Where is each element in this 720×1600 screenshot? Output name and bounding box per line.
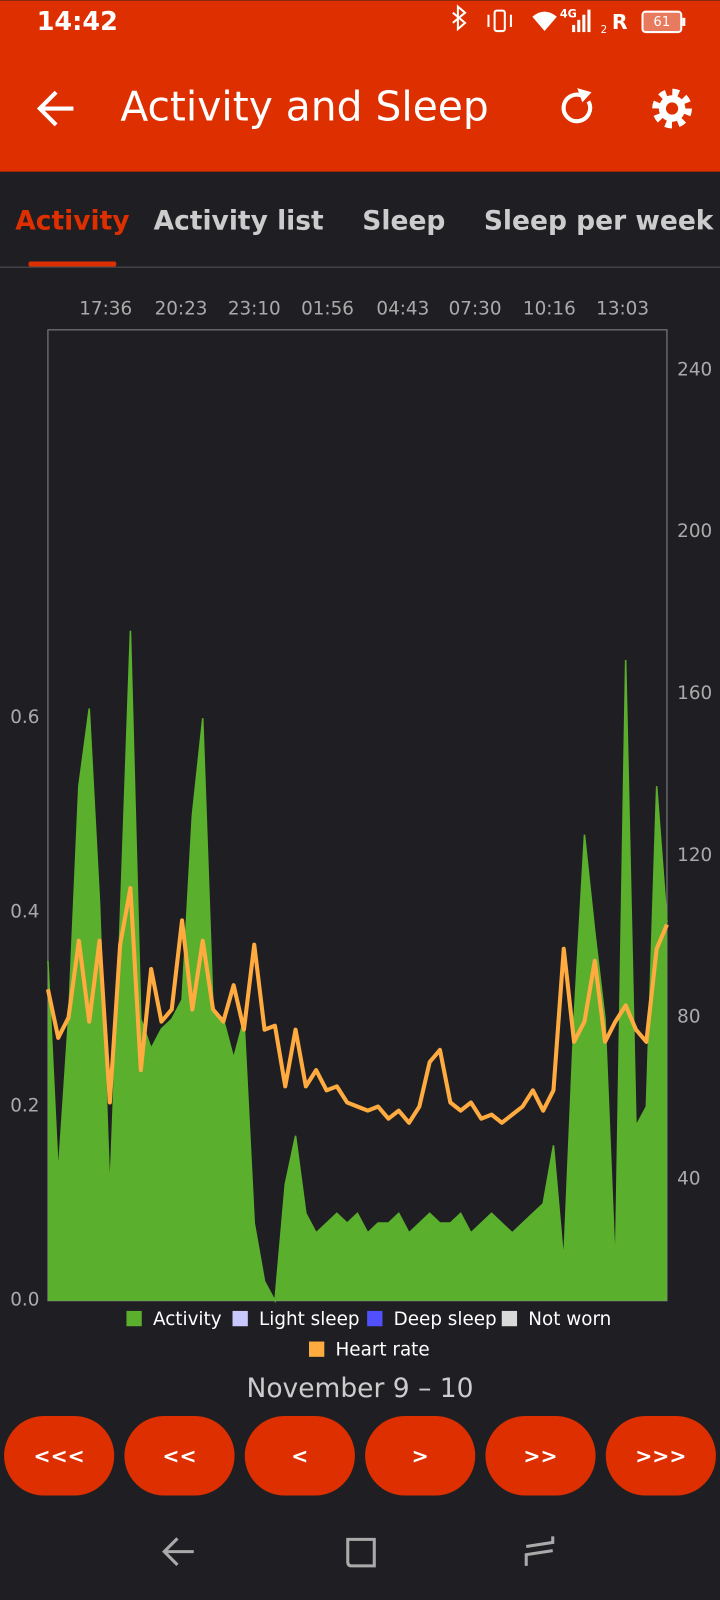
nav-buttons: <<< << < > >> >>> — [4, 1415, 716, 1496]
x-tick-label: 07:30 — [449, 298, 502, 319]
nav-button[interactable] — [485, 1415, 596, 1496]
legend-label: Activity — [153, 1309, 222, 1330]
y2-tick-label: 240 — [677, 359, 712, 380]
nav-button-label[interactable]: < — [291, 1444, 308, 1468]
nav-button-label[interactable]: <<< — [34, 1444, 85, 1468]
back-button[interactable] — [36, 90, 74, 127]
tab[interactable]: Activity list — [154, 205, 324, 236]
legend-label: Light sleep — [259, 1309, 359, 1330]
legend-swatch — [309, 1341, 325, 1357]
system-nav — [162, 1536, 555, 1568]
x-tick-label: 20:23 — [155, 298, 208, 319]
settings-button[interactable] — [652, 88, 692, 129]
app-bar — [0, 0, 720, 172]
nav-button[interactable] — [124, 1415, 235, 1496]
nav-button-label[interactable]: >> — [523, 1444, 557, 1468]
y-tick-label: 0.2 — [10, 1096, 39, 1117]
x-tick-label: 13:03 — [596, 298, 649, 319]
legend-label: Heart rate — [336, 1340, 430, 1361]
app-title: Activity and Sleep — [120, 83, 488, 131]
legend-label: Not worn — [528, 1309, 611, 1330]
tab-indicator — [28, 261, 117, 267]
roaming: R — [612, 10, 628, 34]
heart-rate-line — [45, 886, 669, 1125]
x-tick-label: 10:16 — [523, 298, 576, 319]
chart: 17:36 20:23 23:10 01:56 04:43 07:30 10:16 13:03… — [10, 298, 712, 1360]
battery-level: 61 — [653, 15, 670, 30]
system-back[interactable] — [162, 1537, 194, 1566]
legend-swatch — [232, 1310, 248, 1327]
legend-swatch — [126, 1310, 142, 1327]
y2-tick-label: 200 — [677, 521, 712, 542]
network-type: 4G — [560, 8, 577, 21]
area-line — [47, 630, 668, 1304]
x-tick-label: 23:10 — [228, 298, 281, 319]
x-tick-label: 01:56 — [301, 298, 354, 319]
refresh-button[interactable] — [561, 88, 593, 124]
y-tick-label: 0.6 — [10, 707, 39, 728]
legend-label: Deep sleep — [394, 1309, 497, 1330]
legend-swatch — [367, 1310, 383, 1327]
nav-button-label[interactable]: << — [162, 1444, 196, 1468]
y2-tick-label: 40 — [677, 1168, 700, 1189]
date-range: November 9 – 10 — [247, 1373, 474, 1404]
sim-slot: 2 — [601, 25, 607, 36]
nav-button-label[interactable]: >>> — [635, 1444, 686, 1468]
y2-tick-label: 120 — [677, 845, 712, 866]
nav-button-label[interactable]: > — [412, 1444, 429, 1468]
status-icons — [452, 4, 686, 34]
x-tick-label: 17:36 — [79, 298, 132, 319]
tab-bar — [0, 171, 720, 267]
tab[interactable]: Sleep — [362, 205, 445, 236]
y-tick-label: 0.4 — [10, 901, 39, 922]
status-time: 14:42 — [37, 7, 118, 37]
x-tick-label: 04:43 — [376, 298, 429, 319]
nav-button[interactable] — [244, 1415, 355, 1496]
tab[interactable]: Sleep per week — [484, 205, 715, 236]
nav-button[interactable] — [4, 1415, 115, 1496]
y2-tick-label: 160 — [677, 683, 712, 704]
tab[interactable]: Activity — [15, 205, 129, 236]
legend-swatch — [501, 1310, 518, 1327]
y2-tick-label: 80 — [677, 1007, 700, 1028]
area-fill — [47, 630, 667, 1301]
system-recents[interactable] — [524, 1536, 555, 1566]
y-tick-label: 0.0 — [10, 1290, 39, 1311]
nav-button[interactable] — [605, 1415, 716, 1496]
system-home[interactable] — [346, 1537, 376, 1568]
nav-button[interactable] — [365, 1415, 476, 1496]
